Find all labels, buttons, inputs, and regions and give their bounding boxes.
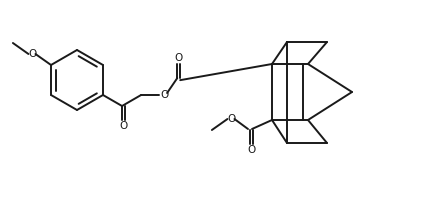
Text: O: O <box>160 90 168 100</box>
Text: O: O <box>175 53 183 63</box>
Text: O: O <box>228 114 236 124</box>
Text: O: O <box>120 121 128 131</box>
Text: O: O <box>247 145 256 155</box>
Text: O: O <box>29 49 37 59</box>
